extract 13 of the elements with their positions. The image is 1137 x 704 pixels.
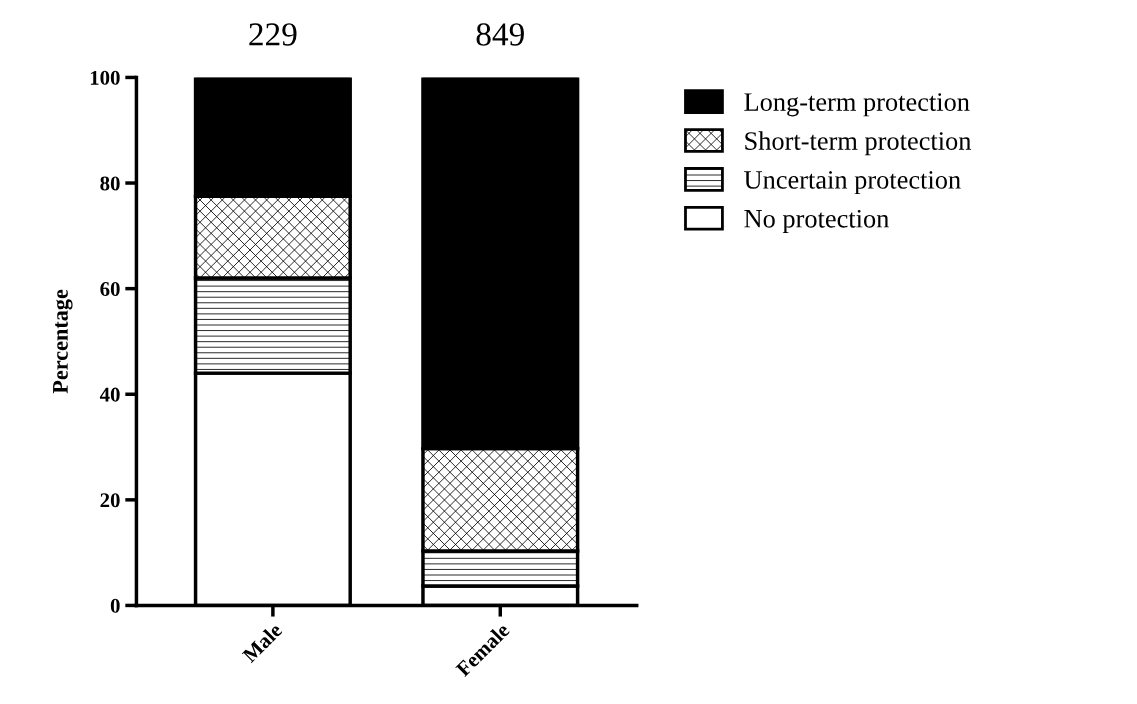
legend-label: Uncertain protection	[744, 171, 961, 195]
y-tick-label: 0	[110, 598, 120, 613]
legend-label: Short-term protection	[745, 131, 972, 156]
y-axis-title: Percentage	[53, 289, 73, 394]
y-tick-label: 20	[100, 493, 120, 508]
legend-label: Long-term protection	[744, 93, 970, 117]
legend-label: No protection	[744, 209, 889, 233]
y-tick-label: 40	[99, 387, 120, 402]
y-tick-label: 100	[90, 70, 120, 85]
y-tick-label: 80	[100, 176, 120, 191]
annotation: 849	[476, 23, 524, 46]
y-tick-label: 60	[100, 282, 120, 297]
annotation: 229	[249, 23, 297, 46]
